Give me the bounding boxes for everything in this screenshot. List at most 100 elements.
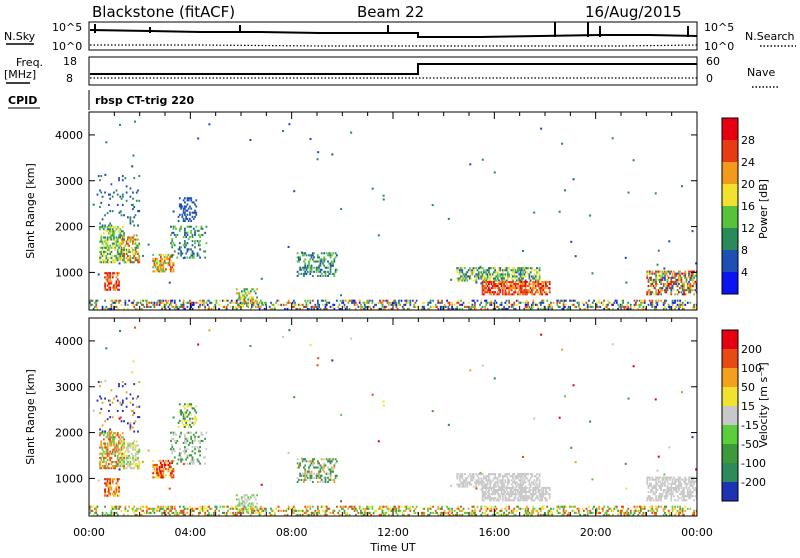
power-cell <box>230 306 232 308</box>
power-cell <box>190 248 192 250</box>
power-cell <box>95 306 97 308</box>
power-cell <box>203 304 205 306</box>
freq-line <box>90 64 697 74</box>
velocity-cell <box>218 510 220 512</box>
power-cell <box>415 306 417 308</box>
power-cell <box>255 306 257 308</box>
velocity-cell <box>592 508 594 510</box>
power-cell <box>116 300 118 302</box>
velocity-cell <box>435 510 437 512</box>
velocity-cell <box>472 510 474 512</box>
power-cell <box>529 281 531 283</box>
velocity-cell <box>475 473 477 475</box>
power-cell <box>176 234 178 236</box>
velocity-cell <box>507 477 509 479</box>
velocity-cell <box>304 471 306 473</box>
power-cell <box>187 306 189 308</box>
power-cell <box>586 302 588 304</box>
velocity-cell <box>683 497 685 499</box>
power-cell <box>255 292 257 294</box>
velocity-cell <box>184 436 186 438</box>
power-cell <box>602 304 604 306</box>
power-cell <box>512 285 514 287</box>
power-cell <box>470 277 472 279</box>
power-cell <box>482 273 484 275</box>
power-cell <box>270 302 272 304</box>
power-cell <box>314 304 316 306</box>
velocity-cell <box>565 506 567 508</box>
velocity-cell <box>330 462 332 464</box>
velocity-cell <box>99 465 101 467</box>
velocity-cell <box>308 469 310 471</box>
velocity-cell <box>122 432 124 434</box>
velocity-cell <box>119 442 121 444</box>
power-cell <box>105 255 107 257</box>
power-cell <box>682 273 684 275</box>
velocity-cell <box>325 481 327 483</box>
power-cell <box>137 253 139 255</box>
power-cell <box>320 263 322 265</box>
power-cell <box>306 273 308 275</box>
velocity-cell <box>109 438 111 440</box>
velocity-cell <box>265 508 267 510</box>
power-cell <box>487 302 489 304</box>
velocity-cell <box>458 473 460 475</box>
power-cell <box>164 256 166 258</box>
velocity-cell <box>485 510 487 512</box>
velocity-cell <box>532 491 534 493</box>
power-cell <box>104 259 106 261</box>
power-cell <box>173 268 175 270</box>
power-cell <box>138 261 140 263</box>
velocity-cell <box>542 491 544 493</box>
power-cell <box>598 302 600 304</box>
velocity-cell <box>192 450 194 452</box>
power-cell <box>449 302 451 304</box>
power-cell <box>478 277 480 279</box>
power-cell <box>256 288 258 290</box>
power-cell <box>409 300 411 302</box>
power-cell <box>649 300 651 302</box>
velocity-cell <box>116 449 118 451</box>
velocity-cell <box>409 510 411 512</box>
power-cell <box>137 302 139 304</box>
power-cell <box>190 226 192 228</box>
power-cell <box>251 300 253 302</box>
power-cell <box>174 302 176 304</box>
power-cell <box>232 302 234 304</box>
power-cell <box>672 304 674 306</box>
power-cell <box>119 255 121 257</box>
velocity-cell <box>354 510 356 512</box>
power-cell <box>249 139 251 141</box>
power-cell <box>355 302 357 304</box>
velocity-cell <box>311 473 313 475</box>
velocity-cell <box>118 489 120 491</box>
velocity-cell <box>663 479 665 481</box>
velocity-cell <box>321 467 323 469</box>
velocity-cell <box>687 508 689 510</box>
power-cell <box>100 261 102 263</box>
power-cell <box>121 257 123 259</box>
power-cell <box>520 275 522 277</box>
velocity-cell <box>322 469 324 471</box>
velocity-cell <box>401 506 403 508</box>
velocity-cell <box>459 479 461 481</box>
velocity-cell <box>247 496 249 498</box>
velocity-cell <box>532 512 534 514</box>
power-cell <box>449 304 451 306</box>
velocity-cell <box>451 512 453 514</box>
power-cell <box>484 306 486 308</box>
velocity-cell <box>132 510 134 512</box>
power-cell <box>497 273 499 275</box>
velocity-cell <box>333 481 335 483</box>
power-cell <box>312 254 314 256</box>
power-cell <box>504 275 506 277</box>
velocity-cell <box>198 440 200 442</box>
velocity-cell <box>693 512 695 514</box>
power-cell <box>506 283 508 285</box>
velocity-cell <box>551 512 553 514</box>
power-cell <box>242 302 244 304</box>
velocity-cell <box>535 491 537 493</box>
power-cell <box>563 304 565 306</box>
velocity-cell <box>240 510 242 512</box>
velocity-cell <box>194 438 196 440</box>
